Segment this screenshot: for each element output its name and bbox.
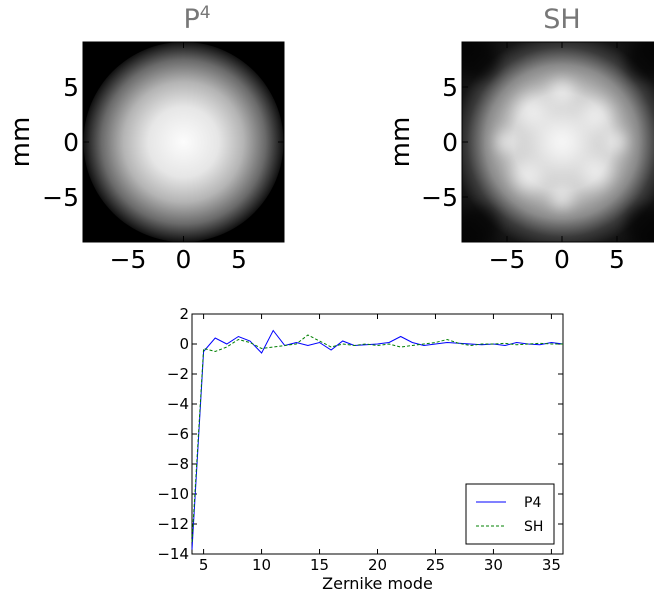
- sh-image: [462, 42, 654, 242]
- x-tick-label: 5: [199, 556, 209, 574]
- series-line-p4: [191, 329, 564, 550]
- y-tick-label: −12: [157, 515, 189, 533]
- y-tick-label: −8: [167, 455, 189, 473]
- sh-xtick-label: 5: [609, 245, 625, 274]
- p4-xtick-label: 0: [176, 245, 192, 274]
- p4-ytick-label: −5: [42, 183, 79, 212]
- legend-box: [465, 483, 555, 545]
- sh-ticks: [462, 42, 618, 242]
- y-tick-label: −10: [157, 485, 189, 503]
- x-axis-label: Zernike mode: [322, 574, 433, 593]
- y-tick-label: 2: [179, 305, 189, 323]
- sh-xtick-label: −5: [489, 245, 526, 274]
- x-tick-label: 10: [252, 556, 271, 574]
- sh-title: SH: [543, 4, 580, 35]
- legend-label-sh: SH: [524, 519, 543, 535]
- y-tick-label: 0: [179, 335, 189, 353]
- p4-ticks: [83, 42, 284, 242]
- p4-xtick-label: −5: [110, 245, 147, 274]
- sh-ytick-label: 5: [442, 73, 458, 102]
- series-lines: [191, 329, 564, 550]
- x-tick-label: 20: [368, 556, 387, 574]
- p4-ytick-label: 5: [63, 73, 79, 102]
- x-tick-label: 25: [426, 556, 445, 574]
- series-line-sh: [191, 334, 563, 543]
- p4-ytick-label: 0: [63, 128, 79, 157]
- legend: P4 SH: [465, 483, 555, 545]
- p4-y-axis-label: mm: [6, 117, 36, 168]
- x-tick-label: 30: [484, 556, 503, 574]
- sh-panel: SH −5 0: [386, 4, 654, 274]
- y-tick-label: −4: [167, 395, 189, 413]
- zernike-line-chart: 5 10 15 20 25 30 35 20−2−4−6−8−10−12−14 Zernik…: [157, 305, 564, 593]
- p4-pupil-image: [83, 42, 284, 242]
- legend-label-p4: P4: [524, 495, 541, 511]
- p4-panel: P4 −5 0 5 5 0 −5 mm: [6, 3, 285, 274]
- p4-title: P4: [183, 3, 210, 35]
- x-tick-label: 35: [542, 556, 561, 574]
- sh-ytick-label: 0: [442, 128, 458, 157]
- sh-y-axis-label: mm: [386, 117, 416, 168]
- x-ticks: 5 10 15 20 25 30 35: [199, 314, 561, 574]
- sh-ytick-label: −5: [421, 183, 458, 212]
- p4-xtick-label: 5: [231, 245, 247, 274]
- y-ticks: 2 0 −2 −4 −6 −8 −10 −12 −14: [157, 305, 563, 563]
- y-tick-label: −2: [167, 365, 189, 383]
- y-tick-label: −6: [167, 425, 189, 443]
- y-tick-label: −14: [157, 545, 189, 563]
- x-tick-label: 15: [310, 556, 329, 574]
- sh-xtick-label: 0: [554, 245, 570, 274]
